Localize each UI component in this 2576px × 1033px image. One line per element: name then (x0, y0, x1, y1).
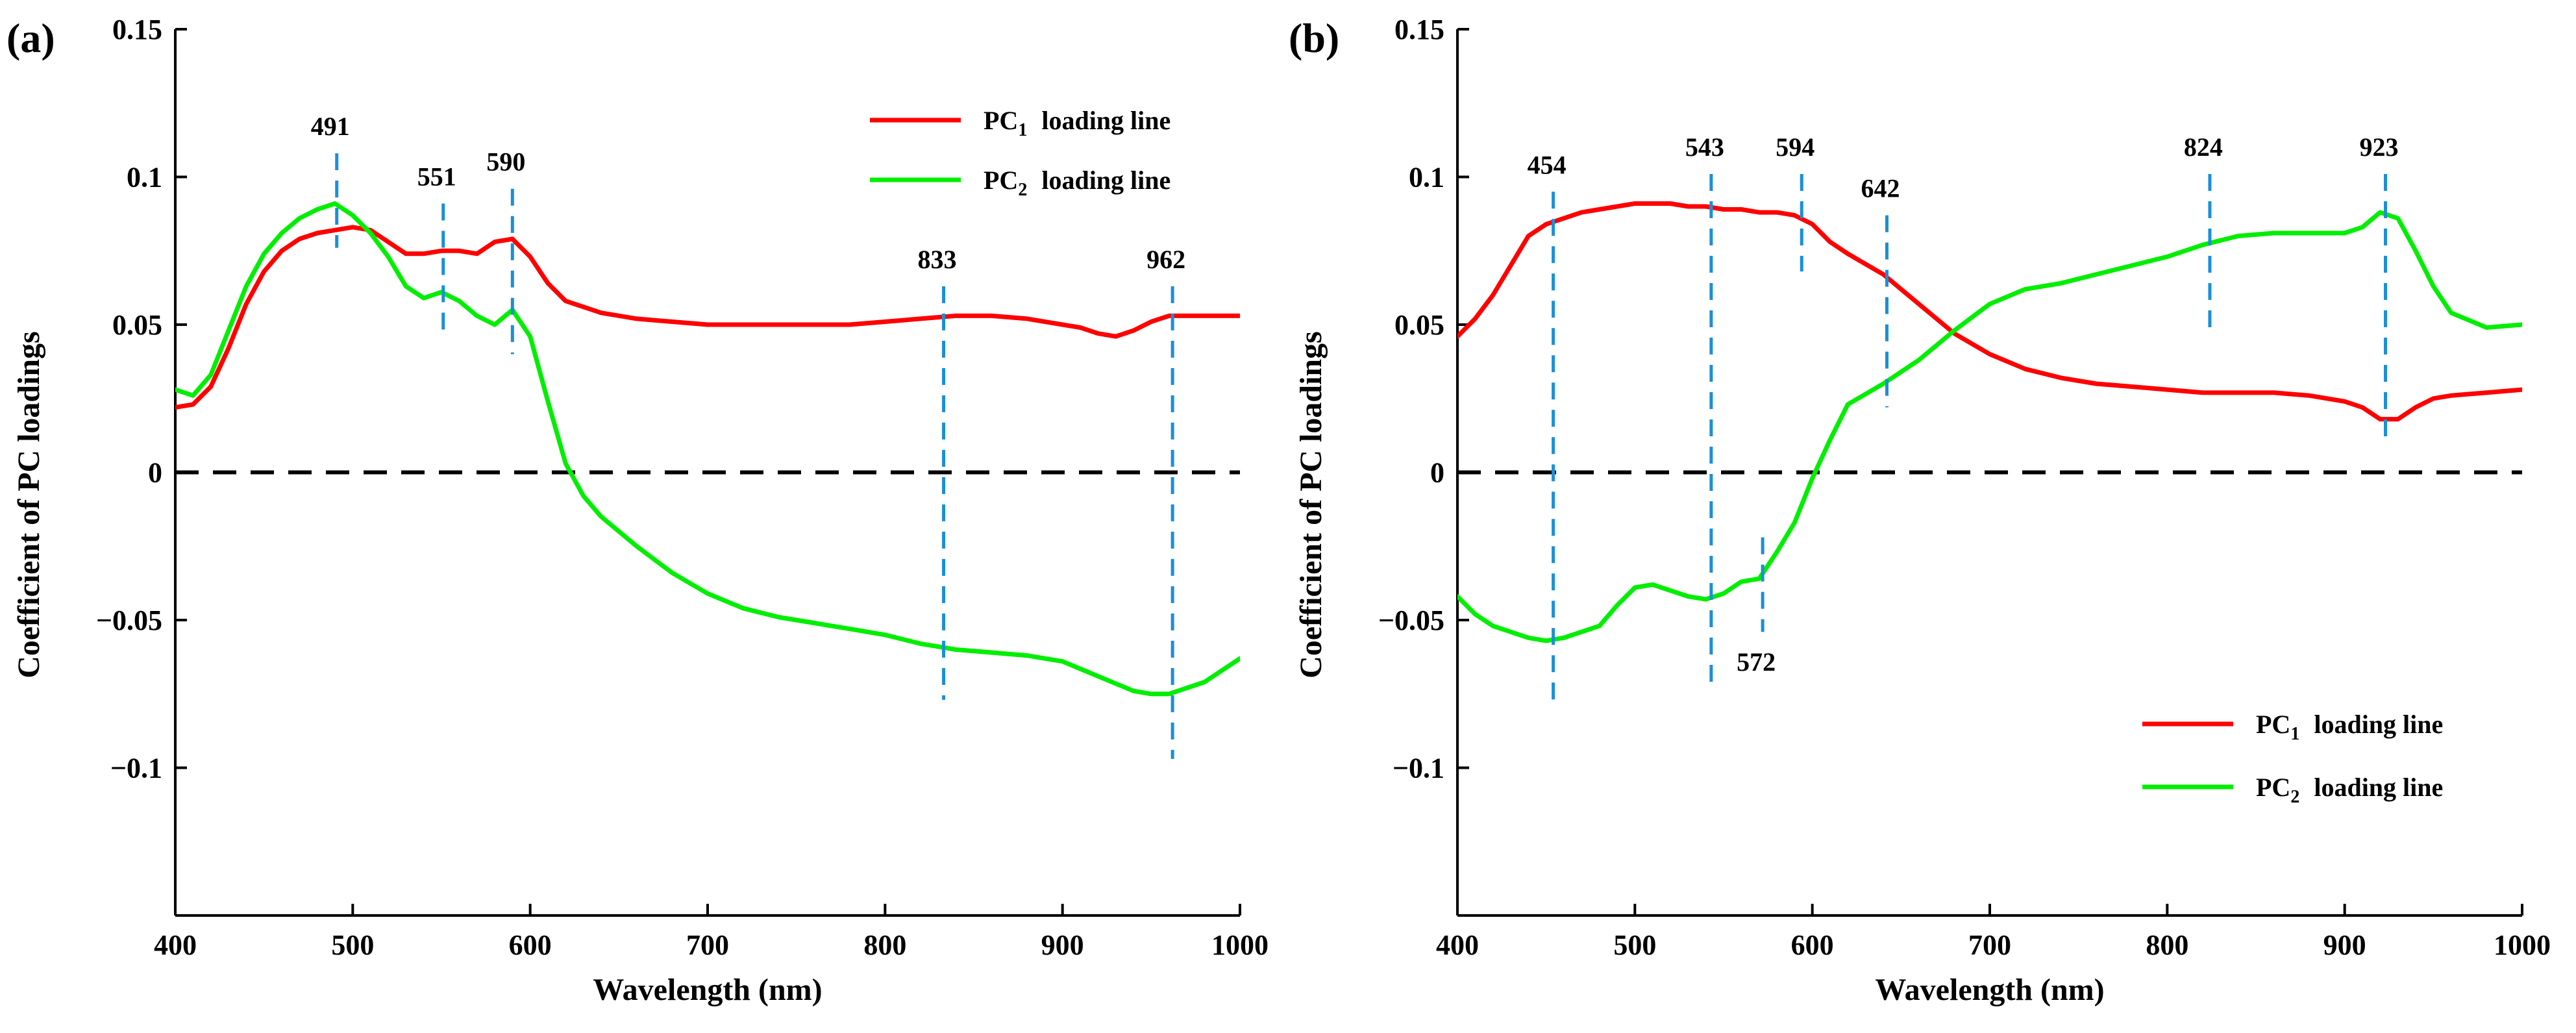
panel-label: (b) (1289, 15, 1339, 61)
x-tick-label: 400 (154, 929, 197, 961)
annotation-label-543: 543 (1685, 132, 1724, 162)
y-tick-label: −0.05 (96, 604, 162, 636)
series-line-pc2 (175, 201, 1240, 697)
legend-rest: loading line (1041, 106, 1170, 135)
x-axis-title: Wavelength (nm) (593, 973, 822, 1007)
y-axis-title: Coefficient of PC loadings (12, 331, 46, 678)
legend-rest: loading line (2314, 710, 2443, 739)
x-axis-title: Wavelength (nm) (1875, 973, 2104, 1007)
legend-rest: loading line (1041, 166, 1170, 195)
legend-subscript: 2 (1018, 180, 1027, 200)
legend-label-pc2: PC2 loading line (2256, 773, 2443, 807)
y-tick-label: −0.05 (1378, 604, 1444, 636)
legend-main: PC (2256, 710, 2290, 739)
x-tick-label: 600 (1791, 929, 1834, 961)
chart-panel-b: (b) −0.1 −0.05 0 0.05 0.1 0.15 400 500 600 700 800 9… (1289, 14, 2551, 1007)
annotation-label-454: 454 (1528, 150, 1567, 179)
x-tick-label: 600 (509, 929, 552, 961)
x-tick-label: 900 (2323, 929, 2366, 961)
y-tick-label: 0.15 (112, 14, 162, 45)
series-line-pc1 (175, 225, 1240, 410)
annotation-label-551: 551 (417, 162, 456, 191)
legend-rest: loading line (2314, 773, 2443, 802)
legend-label-pc1: PC1 loading line (2256, 710, 2443, 744)
annotation-label-590: 590 (486, 147, 525, 177)
series-group (1457, 201, 2522, 643)
series-line-pc1 (1457, 201, 2522, 422)
x-tick-label: 800 (2146, 929, 2188, 961)
x-tick-label: 400 (1436, 929, 1479, 961)
y-tick-label: 0.05 (1394, 309, 1444, 341)
y-tick-label: 0.1 (127, 162, 162, 193)
legend-label-pc2: PC2 loading line (984, 166, 1170, 200)
series-group (175, 201, 1240, 697)
x-tick-label: 700 (1968, 929, 2011, 961)
y-tick-label: −0.1 (1393, 753, 1444, 784)
annotation-label-642: 642 (1861, 174, 1900, 203)
x-tick-label: 1000 (2494, 929, 2551, 961)
x-tick-label: 1000 (1211, 929, 1269, 961)
legend-main: PC (984, 106, 1018, 135)
x-tick-label: 500 (1613, 929, 1656, 961)
x-tick-label: 900 (1041, 929, 1084, 961)
annotation-label-594: 594 (1776, 132, 1814, 162)
x-tick-label: 800 (863, 929, 906, 961)
annotation-label-572: 572 (1737, 647, 1776, 677)
legend-subscript: 1 (2290, 724, 2299, 744)
annotation-label-491: 491 (311, 112, 350, 141)
series-line-pc2 (1457, 210, 2522, 643)
annotation-label-833: 833 (918, 245, 957, 274)
annotation-label-824: 824 (2184, 132, 2223, 162)
chart-panel-a: (a) −0.1 −0.05 0 0.05 0.1 0.15 400 500 600 700 800 9… (6, 14, 1269, 1007)
y-tick-label: 0.15 (1394, 14, 1444, 45)
y-axis-title: Coefficient of PC loadings (1294, 331, 1328, 678)
y-tick-label: 0 (148, 457, 162, 489)
x-tick-label: 700 (686, 929, 729, 961)
panel-label: (a) (6, 15, 55, 61)
legend-main: PC (984, 166, 1018, 195)
y-tick-label: 0.1 (1409, 162, 1444, 193)
legend-subscript: 2 (2290, 787, 2299, 807)
legend-main: PC (2256, 773, 2290, 802)
y-tick-label: −0.1 (110, 753, 162, 784)
annotation-label-962: 962 (1146, 245, 1185, 274)
annotation-label-923: 923 (2360, 132, 2399, 162)
legend-subscript: 1 (1018, 120, 1027, 140)
y-tick-label: 0.05 (112, 309, 162, 341)
legend-label-pc1: PC1 loading line (984, 106, 1170, 140)
y-tick-label: 0 (1430, 457, 1444, 489)
x-tick-label: 500 (331, 929, 374, 961)
